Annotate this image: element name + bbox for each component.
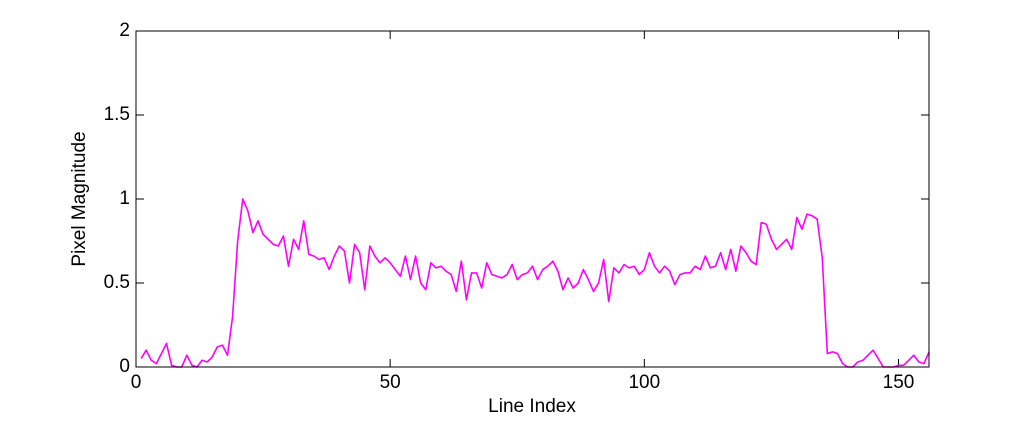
- x-tick-label: 0: [131, 372, 142, 393]
- x-tick-label: 100: [628, 372, 660, 393]
- y-tick-label: 1.5: [104, 104, 130, 125]
- y-axis-label: Pixel Magnitude: [69, 131, 90, 266]
- data-line: [140, 198, 930, 368]
- y-tick-label: 2: [119, 20, 130, 41]
- y-tick-label: 0: [119, 356, 130, 377]
- y-tick-label: 0.5: [104, 272, 130, 293]
- x-tick-label: 50: [380, 372, 401, 393]
- plot-frame: [135, 30, 930, 368]
- y-tick-label: 1: [119, 188, 130, 209]
- x-axis-label: Line Index: [488, 396, 576, 417]
- x-tick-label: 150: [883, 372, 915, 393]
